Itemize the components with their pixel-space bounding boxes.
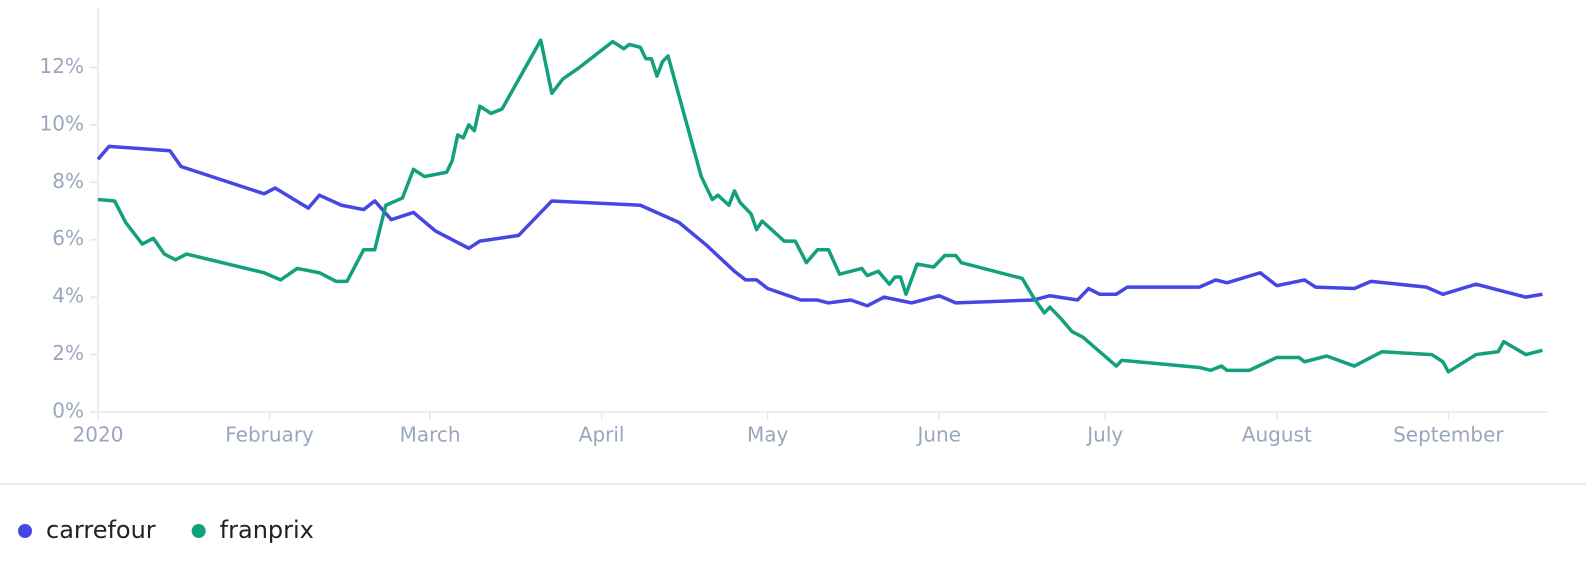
x-tick-label: July — [1085, 423, 1123, 447]
x-tick-label: 2020 — [73, 423, 124, 447]
x-tick-label: February — [225, 423, 314, 447]
y-tick-label: 2% — [52, 341, 84, 365]
y-tick-label: 12% — [40, 54, 84, 78]
x-tick-label: August — [1242, 423, 1312, 447]
legend-marker — [18, 524, 32, 538]
legend-label[interactable]: franprix — [220, 516, 314, 544]
y-tick-label: 10% — [40, 111, 84, 135]
legend-marker — [191, 524, 206, 538]
line-series — [97, 38, 1543, 374]
legend-label[interactable]: carrefour — [46, 516, 156, 544]
x-tick-label: September — [1393, 423, 1504, 447]
y-tick-label: 6% — [52, 226, 84, 250]
line-series — [96, 144, 1543, 308]
y-tick-label: 8% — [52, 169, 84, 193]
y-tick-label: 0% — [52, 399, 84, 423]
x-tick-label: June — [915, 423, 961, 447]
x-tick-label: March — [400, 423, 461, 447]
x-tick-label: April — [579, 423, 625, 447]
y-tick-label: 4% — [52, 284, 84, 308]
x-tick-label: May — [747, 423, 789, 447]
